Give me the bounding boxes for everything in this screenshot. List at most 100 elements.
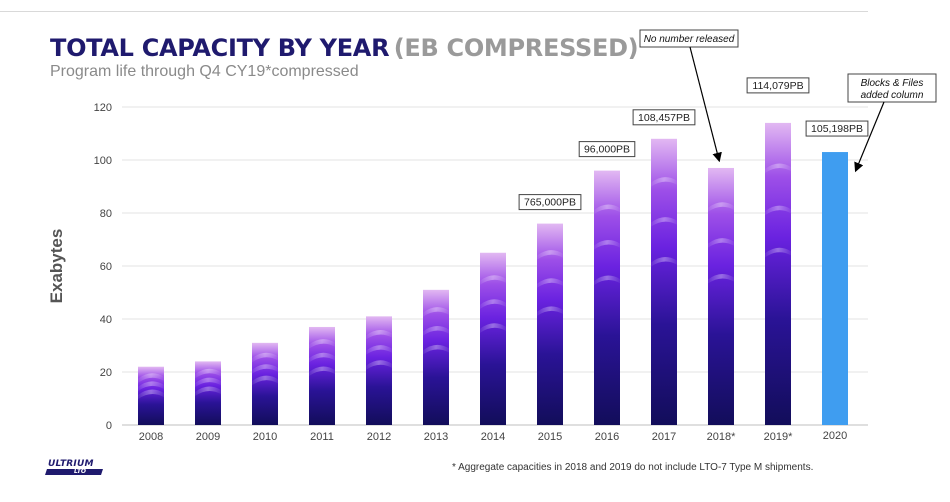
- bar-wave: [366, 329, 392, 340]
- bar-wave: [765, 163, 791, 174]
- bar-wave: [765, 205, 791, 216]
- x-tick-label-2020: 2020: [823, 430, 847, 442]
- data-label-box: [632, 109, 696, 126]
- bar-wave: [765, 247, 791, 258]
- y-tick-label: 0: [106, 420, 112, 432]
- x-tick-label-2018*: 2018*: [707, 431, 736, 443]
- x-tick-label-2014: 2014: [481, 431, 505, 443]
- data-label-2020: 105,198PB: [805, 120, 869, 137]
- x-tick-label-2016: 2016: [595, 431, 619, 443]
- bar-wave: [366, 360, 392, 370]
- annotation-box: [639, 29, 739, 48]
- bar-wave: [537, 306, 563, 316]
- bar-wave: [594, 275, 620, 286]
- bar-wave: [309, 366, 335, 376]
- bar-wave: [195, 386, 221, 397]
- x-tick-label-2013: 2013: [424, 431, 448, 443]
- annotation-text: added column: [861, 90, 924, 101]
- data-label-box: [746, 77, 810, 94]
- bar-2010: [252, 342, 278, 425]
- annotation-arrow: [854, 101, 885, 173]
- bar-wave: [138, 373, 164, 383]
- bar-wave: [138, 381, 164, 391]
- bar-2013: [423, 289, 449, 425]
- y-tick-label: 40: [100, 314, 112, 326]
- bar-wave: [594, 240, 620, 250]
- bar-wave: [480, 323, 506, 333]
- data-label-2019*: 114,079PB: [746, 77, 810, 94]
- annotation-text: Blocks & Files: [861, 78, 924, 89]
- x-tick-label-2008: 2008: [139, 431, 163, 443]
- x-tick-label-2015: 2015: [538, 431, 562, 443]
- bar-fill: [708, 167, 734, 425]
- annotation-arrow: [689, 46, 722, 163]
- data-label-2015: 765,000PB: [518, 194, 582, 211]
- bar-wave: [309, 339, 335, 349]
- x-tick-label-2009: 2009: [196, 431, 220, 443]
- y-axis-label: Exabytes: [47, 229, 66, 304]
- bar-wave: [594, 204, 620, 215]
- x-tick-label-2017: 2017: [652, 431, 676, 443]
- y-tick-label: 80: [100, 208, 112, 220]
- bar-wave: [252, 364, 278, 374]
- bar-2020: [822, 152, 848, 426]
- y-tick-label: 120: [94, 102, 112, 114]
- data-label-text: 765,000PB: [524, 197, 576, 209]
- x-tick-label-2010: 2010: [253, 431, 277, 443]
- bar-2009: [195, 361, 221, 425]
- bar-2018*: [708, 167, 734, 425]
- data-label-box: [578, 141, 636, 158]
- bar-fill: [765, 122, 791, 426]
- annotation-2018*: No number released: [639, 29, 739, 163]
- bar-2019*: [765, 122, 791, 426]
- bar-2012: [366, 316, 392, 425]
- bar-2016: [594, 170, 620, 425]
- bar-wave: [480, 275, 506, 285]
- data-label-text: 108,457PB: [638, 112, 690, 124]
- bar-2017: [651, 138, 677, 426]
- data-label-box: [518, 194, 582, 211]
- chart-subtitle: Program life through Q4 CY19*compressed: [50, 63, 359, 80]
- bar-wave: [252, 375, 278, 386]
- bar-wave: [309, 352, 335, 363]
- bar-2014: [480, 252, 506, 425]
- bar-fill: [537, 223, 563, 425]
- bar-wave: [651, 257, 677, 267]
- y-tick-label: 60: [100, 261, 112, 273]
- chart-title-main: TOTAL CAPACITY BY YEAR: [50, 34, 390, 62]
- data-label-text: 114,079PB: [752, 80, 803, 92]
- bar-wave: [138, 389, 164, 400]
- annotation-box: [847, 73, 937, 103]
- bar-wave: [423, 326, 449, 336]
- bar-2008: [138, 366, 164, 425]
- bar-wave: [537, 278, 563, 288]
- bar-wave: [366, 345, 392, 355]
- data-label-text: 96,000PB: [584, 144, 630, 156]
- y-tick-label: 20: [100, 367, 112, 379]
- bar-wave: [651, 177, 677, 187]
- bar-wave: [423, 344, 449, 355]
- bar-wave: [708, 273, 734, 284]
- data-label-text: 105,198PB: [811, 123, 863, 135]
- x-tick-label-2011: 2011: [310, 431, 334, 443]
- x-tick-label-2012: 2012: [367, 431, 391, 443]
- bar-wave: [708, 202, 734, 212]
- footnote: * Aggregate capacities in 2018 and 2019 …: [452, 462, 814, 473]
- bar-wave: [537, 250, 563, 260]
- data-label-2016: 96,000PB: [578, 141, 636, 158]
- bar-2015: [537, 223, 563, 425]
- bar-fill: [594, 170, 620, 425]
- ultrium-lto-logo: ULTRIUM LTO: [45, 458, 104, 478]
- bar-wave: [252, 352, 278, 363]
- bar-wave: [195, 377, 221, 388]
- bar-wave: [651, 217, 677, 227]
- bar-fill: [651, 138, 677, 426]
- x-tick-label-2019*: 2019*: [764, 431, 793, 443]
- bar-2011: [309, 326, 335, 425]
- bar-wave: [708, 238, 734, 248]
- chart-title-accent: (EB COMPRESSED): [393, 34, 639, 62]
- bar-wave: [195, 368, 221, 379]
- data-label-2017: 108,457PB: [632, 109, 696, 126]
